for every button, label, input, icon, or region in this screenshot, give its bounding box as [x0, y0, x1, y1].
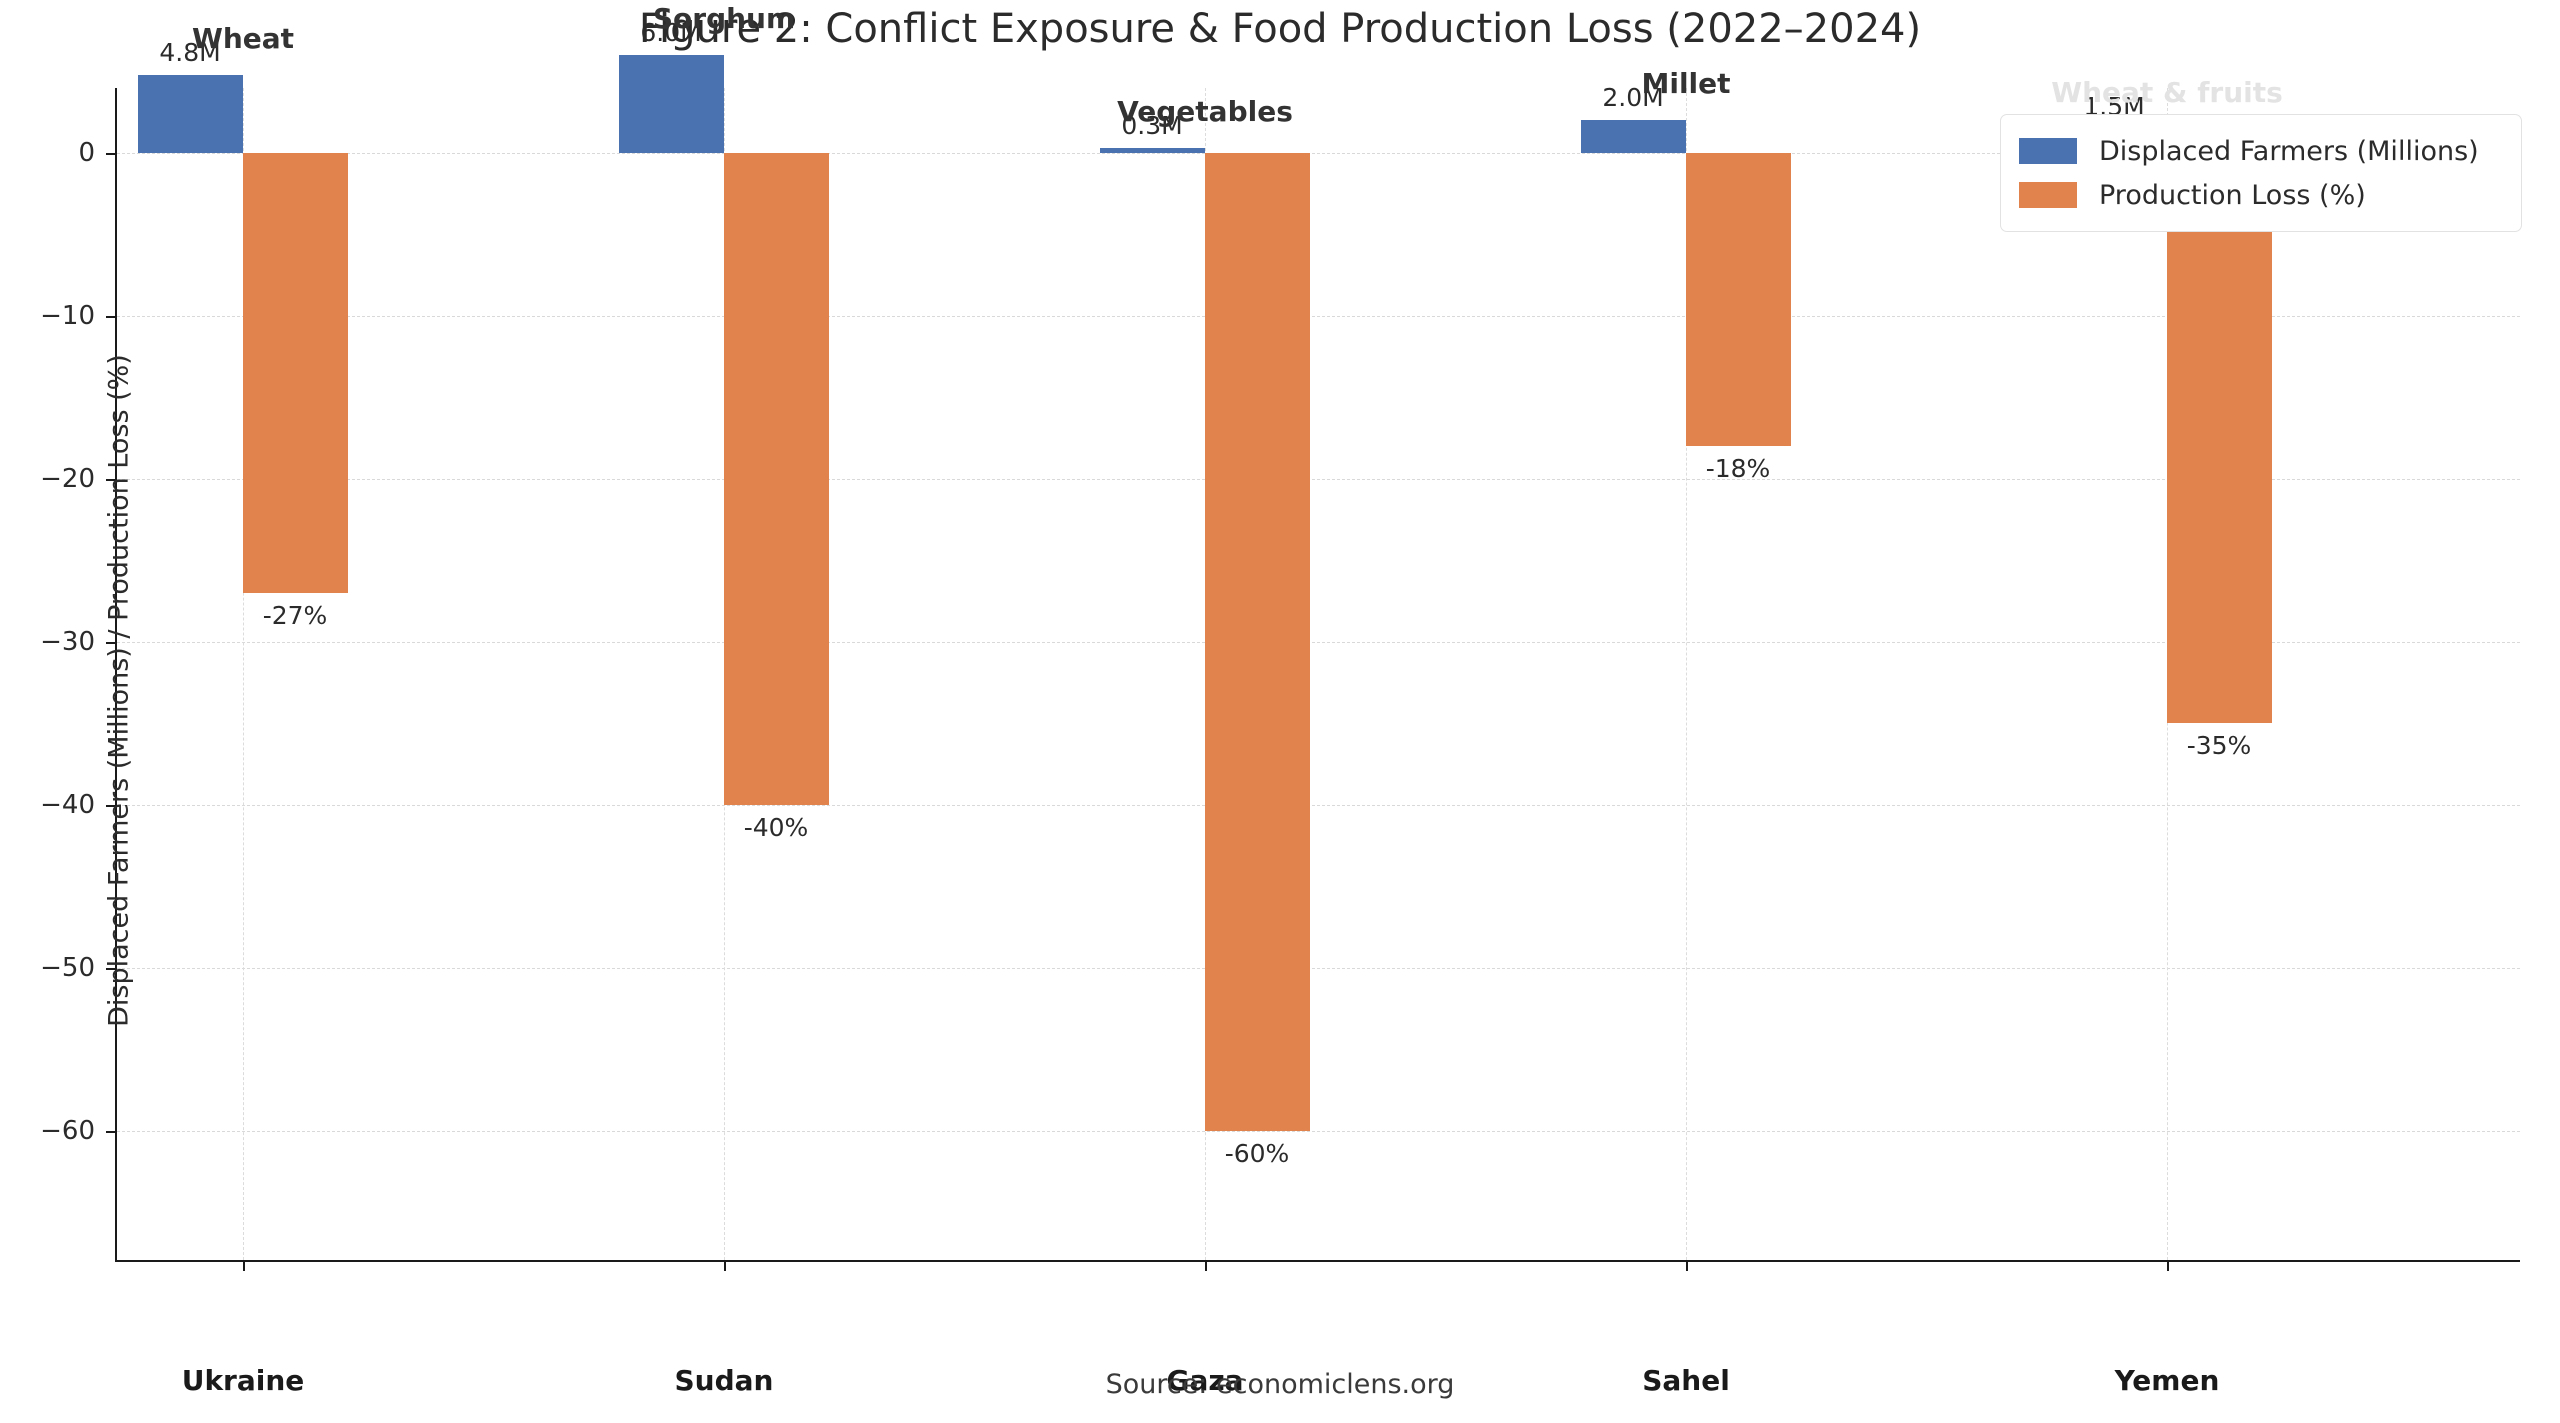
bar-value-loss-sudan: -40% [743, 813, 809, 842]
xtick-label-sudan: Sudan [674, 1364, 774, 1397]
bar-value-loss-gaza: -60% [1224, 1139, 1290, 1168]
xtick-mark-sahel [1686, 1260, 1688, 1271]
gridline-y-m40 [117, 805, 2520, 806]
bar-loss-sudan[interactable] [724, 153, 829, 805]
xtick-mark-ukraine [243, 1260, 245, 1271]
legend-label-production-loss: Production Loss (%) [2099, 179, 2366, 211]
bar-displaced-ukraine[interactable] [138, 75, 243, 153]
ytick-label-m60: −60 [40, 1116, 95, 1146]
legend-swatch-icon-production-loss [2019, 182, 2077, 208]
crop-annotation-yemen: Wheat & fruits [2051, 76, 2283, 109]
gridline-y-m60 [117, 1131, 2520, 1132]
legend-swatch-icon-displaced-farmers [2019, 138, 2077, 164]
source-note: Source: economiclens.org [1105, 1369, 1455, 1400]
xtick-mark-sudan [724, 1260, 726, 1271]
crop-annotation-sahel: Millet [1641, 67, 1731, 100]
xtick-label-ukraine: Ukraine [181, 1364, 305, 1397]
gridline-y-m50 [117, 968, 2520, 969]
xtick-label-gaza: Gaza [1166, 1364, 1244, 1397]
ytick-label-m50: −50 [40, 953, 95, 983]
ytick-label-m20: −20 [40, 464, 95, 494]
gridline-y-m30 [117, 642, 2520, 643]
bar-value-displaced-sahel: 2.0M [1602, 83, 1664, 112]
ytick-mark-m10 [106, 316, 117, 318]
bar-value-loss-ukraine: -27% [262, 601, 328, 630]
gridline-y-m20 [117, 479, 2520, 480]
legend-item-production-loss[interactable]: Production Loss (%) [2019, 173, 2503, 217]
bar-value-displaced-gaza: 0.3M [1121, 111, 1183, 140]
bar-loss-yemen[interactable] [2167, 153, 2272, 723]
bar-displaced-sahel[interactable] [1581, 120, 1686, 153]
chart-title: Figure 2: Conflict Exposure & Food Produ… [638, 6, 1922, 52]
plot-area: 0 −10 −20 −30 −40 −50 −60 Displaced Farm… [40, 2, 2520, 1397]
gridline-x-sahel [1686, 88, 1687, 1260]
gridline-y-m10 [117, 316, 2520, 317]
crop-annotation-gaza: Vegetables [1117, 95, 1293, 128]
ytick-mark-0 [106, 153, 117, 155]
xtick-mark-gaza [1205, 1260, 1207, 1271]
xtick-label-yemen: Yemen [2114, 1364, 2220, 1397]
chart-legend[interactable]: Displaced Farmers (Millions) Production … [2000, 114, 2522, 232]
xtick-label-sahel: Sahel [1642, 1364, 1730, 1397]
legend-item-displaced-farmers[interactable]: Displaced Farmers (Millions) [2019, 129, 2503, 173]
xtick-mark-yemen [2167, 1260, 2169, 1271]
bar-displaced-sudan[interactable] [619, 55, 724, 153]
ytick-mark-m20 [106, 479, 117, 481]
ytick-mark-m30 [106, 642, 117, 644]
bar-loss-gaza[interactable] [1205, 153, 1310, 1131]
bar-value-displaced-sudan: 6.0M [640, 18, 702, 47]
ytick-label-0: 0 [78, 138, 95, 168]
bar-value-displaced-ukraine: 4.8M [159, 38, 221, 67]
bar-value-loss-sahel: -18% [1705, 454, 1771, 483]
ytick-mark-m60 [106, 1131, 117, 1133]
crop-annotation-sudan: Sorghum [652, 2, 796, 35]
gridline-y-0 [117, 153, 2520, 154]
bar-displaced-gaza[interactable] [1100, 148, 1205, 153]
crop-annotation-ukraine: Wheat [191, 22, 295, 55]
bar-loss-sahel[interactable] [1686, 153, 1791, 446]
ytick-label-m40: −40 [40, 790, 95, 820]
ytick-label-m30: −30 [40, 627, 95, 657]
ytick-mark-m40 [106, 805, 117, 807]
gridline-x-ukraine [243, 88, 244, 1260]
bar-value-loss-yemen: -35% [2186, 731, 2252, 760]
ytick-mark-m50 [106, 968, 117, 970]
y-axis-label: Displaced Farmers (Millions) / Productio… [103, 354, 135, 1027]
bar-loss-ukraine[interactable] [243, 153, 348, 593]
legend-label-displaced-farmers: Displaced Farmers (Millions) [2099, 135, 2479, 167]
ytick-label-m10: −10 [40, 301, 95, 331]
